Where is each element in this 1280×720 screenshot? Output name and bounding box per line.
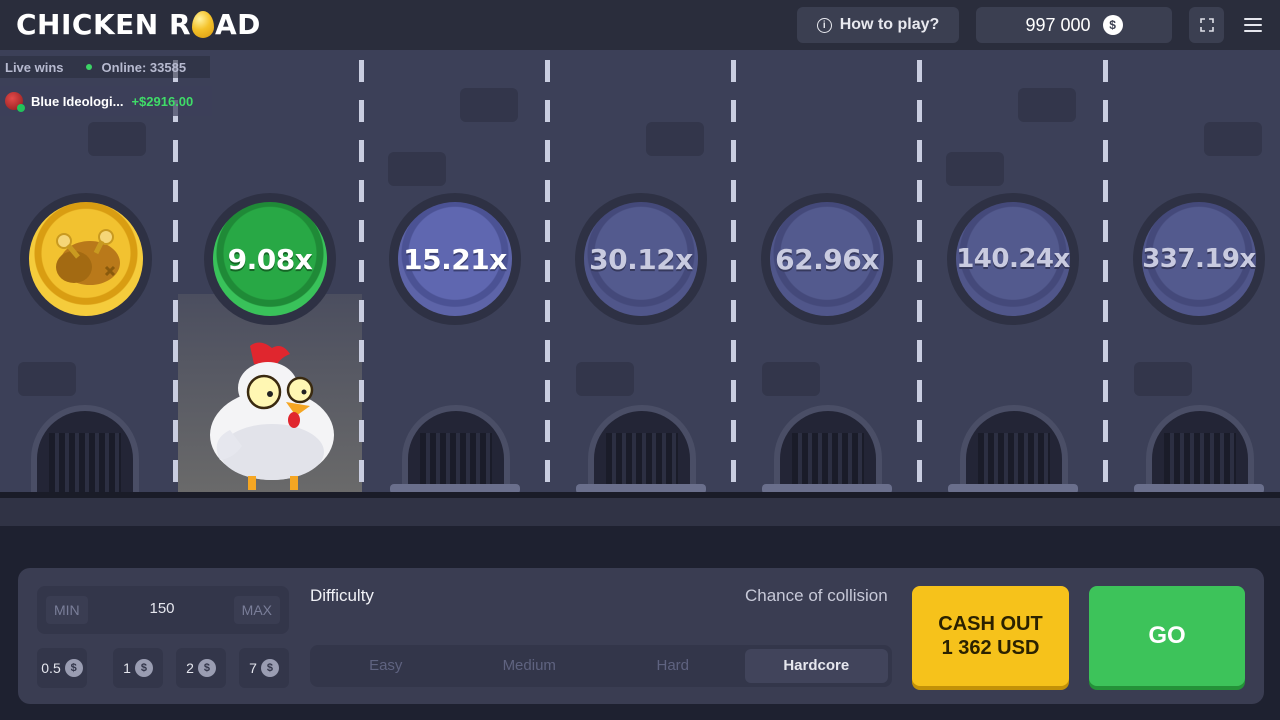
difficulty-easy[interactable]: Easy xyxy=(369,657,403,674)
multiplier-coin: 30.12x xyxy=(575,193,707,325)
difficulty-selector: Easy Medium Hard Hardcore xyxy=(310,645,892,687)
dollar-coin-icon: $ xyxy=(260,659,279,677)
cash-out-button[interactable]: CASH OUT 1 362 USD xyxy=(912,586,1069,686)
wall-brick xyxy=(762,362,820,396)
sewer-grate xyxy=(402,405,510,493)
multiplier-coin: 140.24x xyxy=(947,193,1079,325)
cash-out-amount: 1 362 USD xyxy=(941,637,1040,659)
multiplier-value: 9.08x xyxy=(213,202,327,316)
roast-chicken-icon xyxy=(29,202,143,316)
difficulty-medium[interactable]: Medium xyxy=(502,657,556,674)
bet-chip-button[interactable]: 7 $ xyxy=(239,648,289,688)
fullscreen-button[interactable] xyxy=(1189,7,1224,43)
wall-brick xyxy=(946,152,1004,186)
bet-min-button[interactable]: MIN xyxy=(46,596,88,624)
start-coin xyxy=(20,193,152,325)
win-username: Blue Ideologi... xyxy=(31,93,124,109)
fullscreen-icon xyxy=(1199,18,1214,32)
chip-value: 2 xyxy=(186,660,194,676)
wall-brick xyxy=(646,122,704,156)
sewer-base xyxy=(762,484,892,494)
dollar-coin-icon: $ xyxy=(134,659,153,677)
multiplier-coin: 337.19x xyxy=(1133,193,1265,325)
sewer-base xyxy=(948,484,1078,494)
chip-value: 0.5 xyxy=(41,660,61,676)
multiplier-value: 30.12x xyxy=(584,202,698,316)
bet-amount-input[interactable]: 150 xyxy=(149,600,175,617)
avatar xyxy=(5,92,25,112)
go-label: GO xyxy=(1148,622,1186,649)
multiplier-value: 140.24x xyxy=(956,202,1070,316)
how-to-play-button[interactable]: i How to play? xyxy=(797,7,959,43)
sewer-grate xyxy=(774,405,882,493)
lane-divider xyxy=(1103,60,1108,500)
wall-brick xyxy=(1018,88,1076,122)
multiplier-coin: 62.96x xyxy=(761,193,893,325)
lane-divider xyxy=(917,60,922,500)
bet-chip-button[interactable]: 1 $ xyxy=(113,648,163,688)
hamburger-line xyxy=(1244,18,1262,20)
sewer-base xyxy=(390,484,520,494)
lane-divider xyxy=(173,60,178,500)
wall-brick xyxy=(1134,362,1192,396)
live-win-item: Blue Ideologi... +$2916.00 xyxy=(0,86,212,116)
menu-button[interactable] xyxy=(1238,10,1268,40)
hamburger-line xyxy=(1244,24,1262,26)
curb xyxy=(0,492,1280,498)
bet-max-button[interactable]: MAX xyxy=(233,596,280,624)
difficulty-hard[interactable]: Hard xyxy=(656,657,689,674)
go-button[interactable]: GO xyxy=(1089,586,1245,686)
sewer-grate xyxy=(960,405,1068,493)
chip-value: 7 xyxy=(249,660,257,676)
dollar-coin-icon: $ xyxy=(197,659,216,677)
online-count: Online: 33585 xyxy=(101,59,187,75)
difficulty-label: Difficulty xyxy=(310,586,374,605)
win-amount: +$2916.00 xyxy=(131,93,194,109)
multiplier-coin-current: 9.08x xyxy=(204,193,336,325)
hamburger-line xyxy=(1244,30,1262,32)
lane-divider xyxy=(731,60,736,500)
wall-brick xyxy=(18,362,76,396)
info-icon: i xyxy=(816,17,832,33)
wall-brick xyxy=(460,88,518,122)
sewer-grate xyxy=(31,405,139,493)
multiplier-value: 62.96x xyxy=(770,202,884,316)
live-wins-bar: Live wins Online: 33585 xyxy=(0,56,210,78)
difficulty-hardcore[interactable]: Hardcore xyxy=(744,649,888,683)
wall-brick xyxy=(388,152,446,186)
lane-divider xyxy=(359,60,364,500)
wall-brick xyxy=(576,362,634,396)
online-status-icon xyxy=(85,64,92,70)
pavement xyxy=(0,498,1280,526)
game-logo: CHICKEN R AD xyxy=(16,8,261,41)
bet-amount-box: MIN 150 MAX xyxy=(37,586,289,634)
egg-icon xyxy=(192,11,215,38)
how-to-play-label: How to play? xyxy=(839,16,940,33)
lane-divider xyxy=(545,60,550,500)
sewer-grate xyxy=(1146,405,1254,493)
multiplier-value: 15.21x xyxy=(398,202,512,316)
sewer-base xyxy=(576,484,706,494)
live-wins-label: Live wins xyxy=(5,59,64,75)
logo-text-left: CHICKEN R xyxy=(16,8,192,41)
dollar-coin-icon: $ xyxy=(64,659,83,677)
balance-value: 997 000 xyxy=(1025,14,1091,35)
multiplier-value: 337.19x xyxy=(1142,202,1256,316)
wall-brick xyxy=(88,122,146,156)
collision-chance-label: Chance of collision xyxy=(745,586,888,605)
dollar-coin-icon: $ xyxy=(1102,15,1123,35)
sewer-grate xyxy=(588,405,696,493)
chip-value: 1 xyxy=(123,660,131,676)
bet-chip-button[interactable]: 2 $ xyxy=(176,648,226,688)
chicken-icon xyxy=(210,342,334,490)
top-bar: CHICKEN R AD i How to play? 997 000 $ xyxy=(0,0,1280,50)
wall-brick xyxy=(1204,122,1262,156)
logo-text-right: AD xyxy=(215,8,261,41)
bet-chip-button[interactable]: 0.5 $ xyxy=(37,648,87,688)
multiplier-coin-next[interactable]: 15.21x xyxy=(389,193,521,325)
sewer-base xyxy=(1134,484,1264,494)
balance-display: 997 000 $ xyxy=(976,7,1172,43)
cash-out-label: CASH OUT xyxy=(938,613,1043,635)
